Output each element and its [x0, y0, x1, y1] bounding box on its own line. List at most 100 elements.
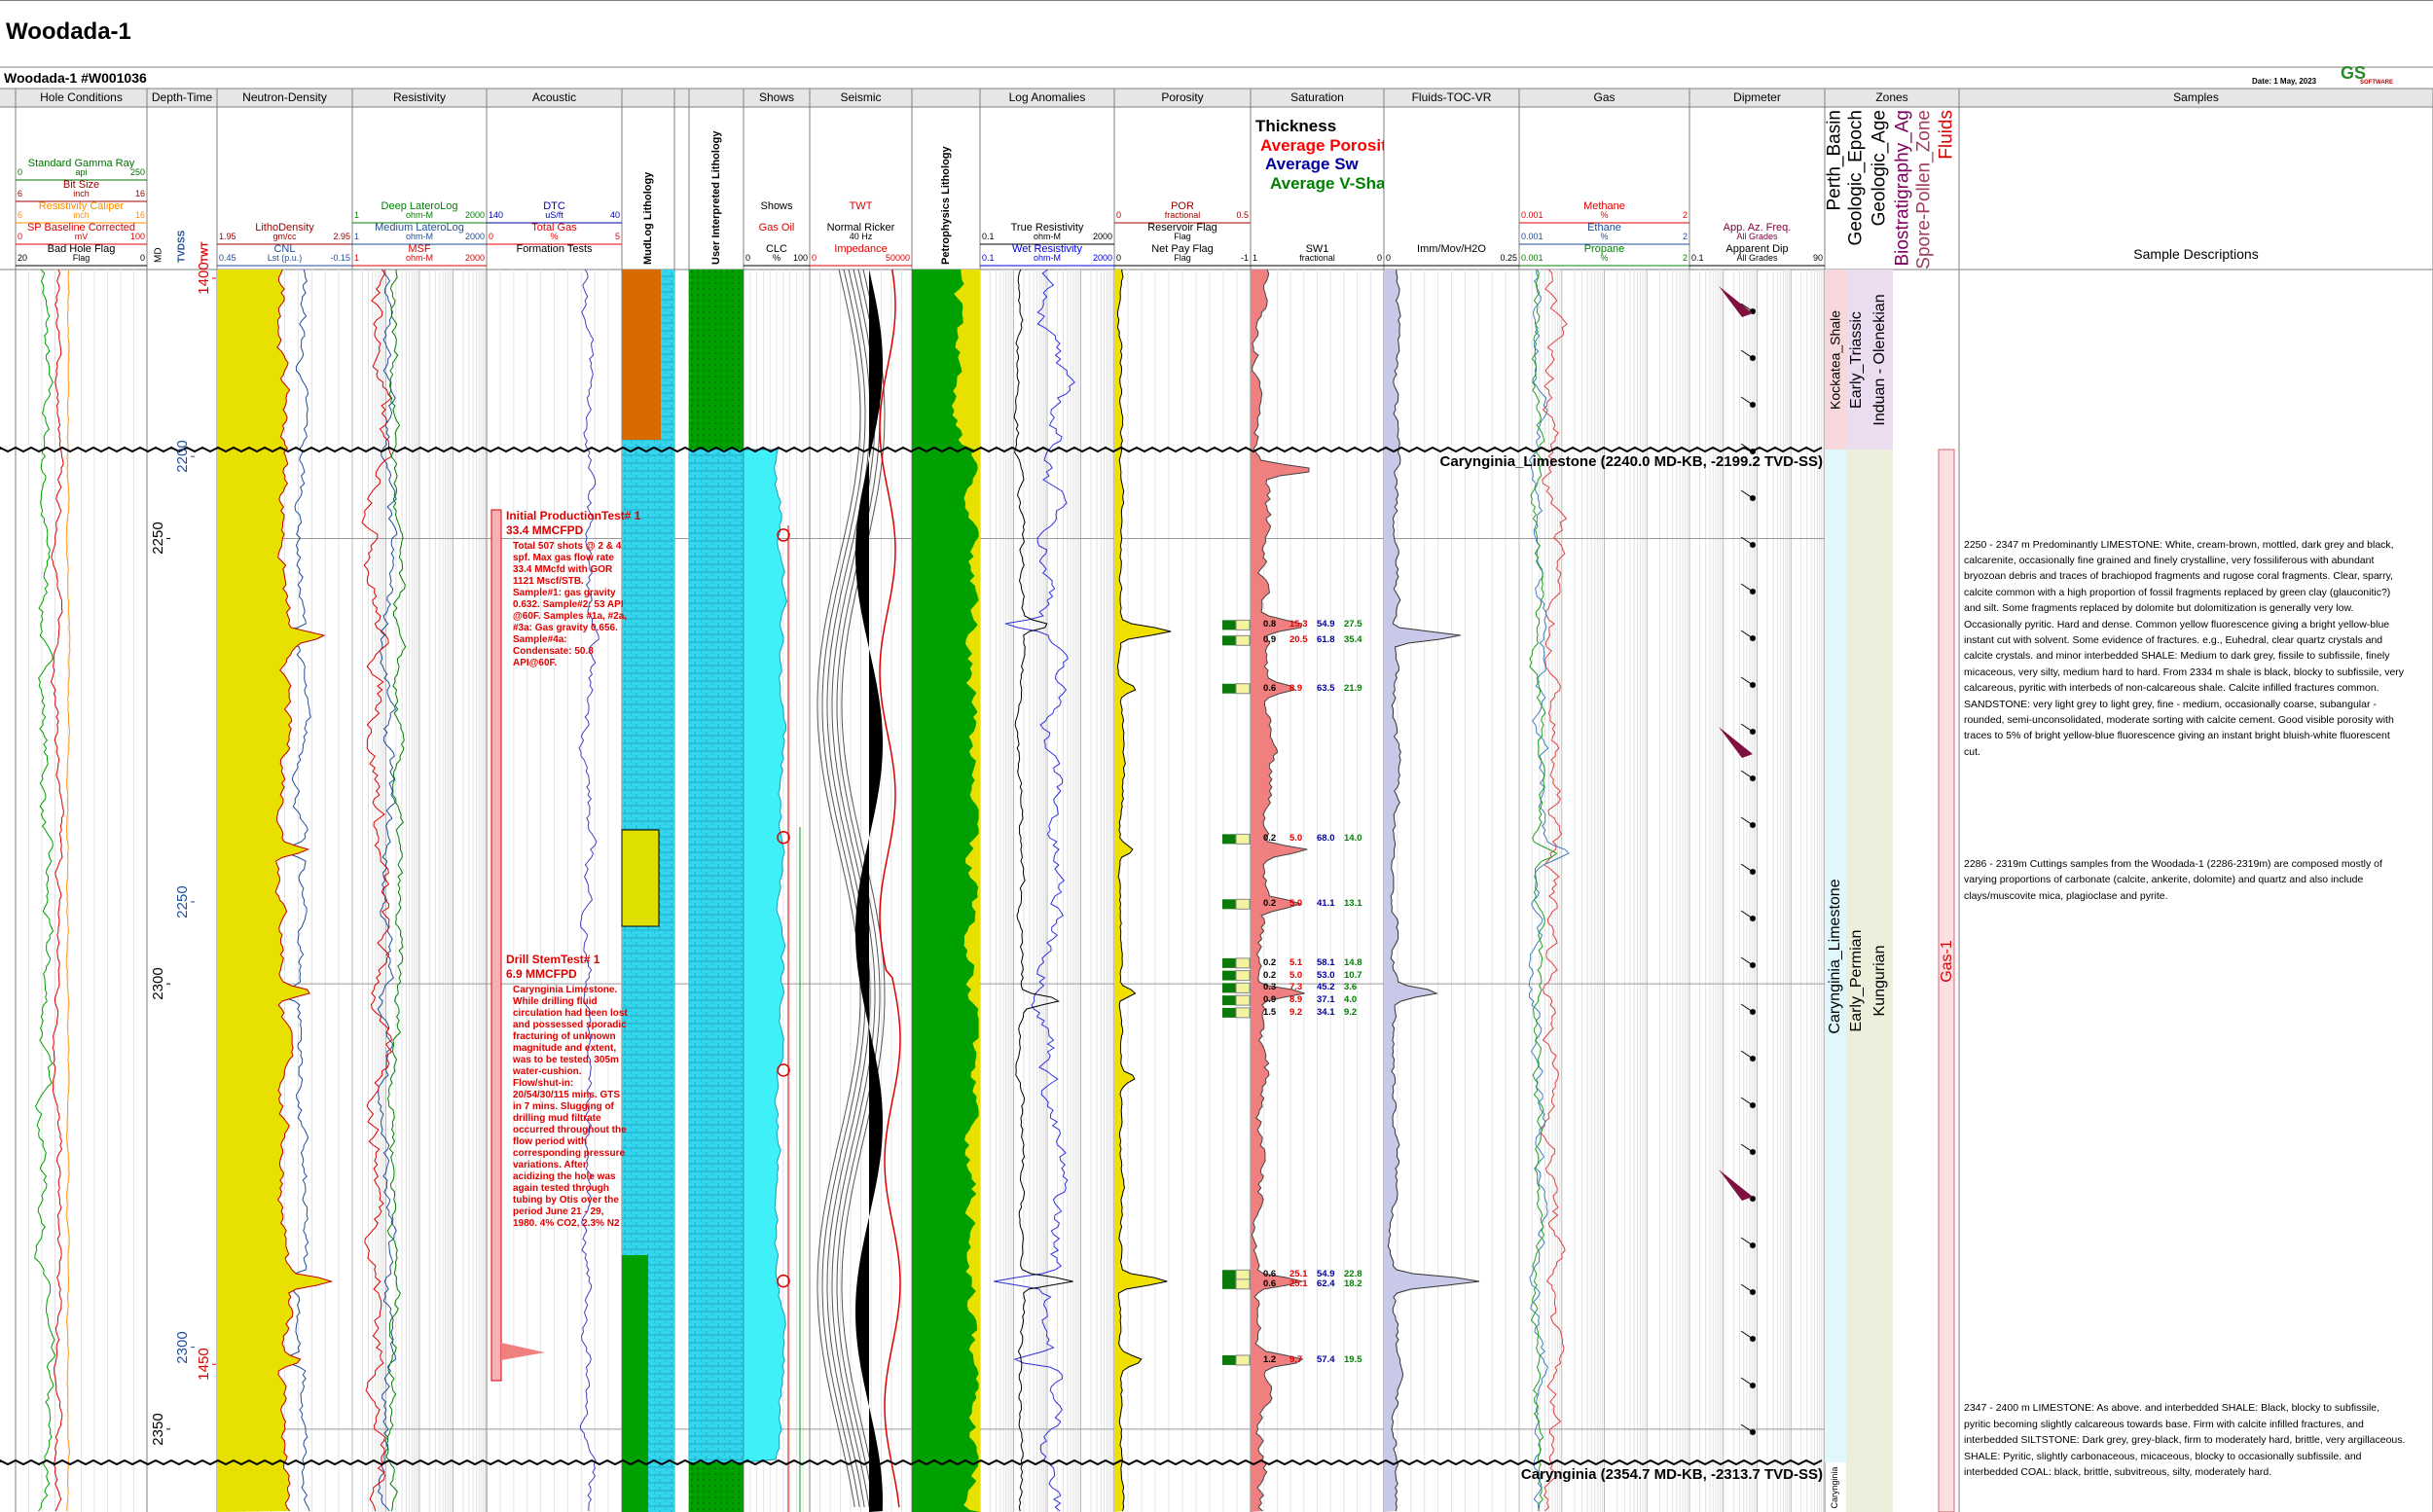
interval-value: 14.0 — [1344, 833, 1362, 845]
curve-max: 50000 — [885, 253, 910, 263]
interval-value: 62.4 — [1317, 1278, 1335, 1289]
curve-max: 5 — [614, 232, 620, 241]
interval-value: 5.1 — [1289, 956, 1303, 968]
interval-value: 35.4 — [1344, 634, 1362, 646]
log-curve — [377, 269, 398, 1512]
log-curve — [1529, 269, 1558, 1512]
net-pay-flag — [1222, 834, 1236, 845]
lithology-fill — [689, 270, 744, 450]
azimuth-rose — [1719, 727, 1753, 758]
track-header: POR fractional 0 0.5 Reservoir Flag Flag Net P… — [1114, 107, 1251, 270]
saturation-legend: Average Sw — [1265, 155, 1359, 173]
log-curve — [361, 269, 393, 1512]
curve-unit: % — [772, 253, 781, 263]
interval-value: 18.2 — [1344, 1278, 1362, 1289]
curve-min: 0 — [18, 167, 23, 177]
track-title: Gas — [1593, 90, 1616, 104]
azimuth-rose — [1719, 286, 1753, 317]
log-curve — [258, 269, 311, 1512]
interval-value: 10.7 — [1344, 969, 1362, 981]
curve-max: -0.15 — [330, 253, 350, 263]
seismic-trace — [841, 269, 886, 1508]
header-row-bg — [0, 89, 2433, 107]
dip-tail — [1740, 1330, 1754, 1340]
test-bar — [490, 509, 502, 1382]
track-header: Methane% 0.001 2 Ethane% 0.001 2 Propane% 0.001… — [1519, 107, 1689, 270]
interval-value: 0.2 — [1263, 898, 1277, 910]
curve-min: 0.001 — [1521, 210, 1543, 220]
lithology-fill — [912, 270, 980, 1512]
zone-cell — [1825, 450, 1846, 1462]
interval-value: 25.1 — [1289, 1278, 1308, 1289]
interval-value: 22.8 — [1344, 1269, 1362, 1280]
curve-unit: Flag — [1174, 253, 1191, 263]
net-pay-flag — [1222, 957, 1236, 968]
zone-cell — [1846, 450, 1893, 1512]
zone-label: Gas-1 — [1939, 940, 1956, 983]
curve-unit: % — [550, 232, 559, 241]
reservoir-flag — [1235, 982, 1251, 993]
page-title: Woodada-1 — [6, 18, 131, 45]
log-curve — [578, 269, 599, 1512]
curve-max: 0 — [1376, 253, 1382, 263]
curve-min: 0 — [1116, 210, 1122, 220]
shows-symbol — [777, 528, 790, 542]
curve-max: 2000 — [1092, 253, 1112, 263]
curve-max: 2 — [1682, 210, 1688, 220]
curve-unit: % — [1600, 253, 1609, 263]
dip-tail — [1740, 1050, 1754, 1060]
curve-min: 0 — [489, 232, 494, 241]
interval-value: 63.5 — [1317, 682, 1335, 694]
interval-value: 68.0 — [1317, 833, 1335, 845]
track-header: SW1 fractional 1 0 Thickness Average Porosity… — [1251, 107, 1384, 270]
curve-min: 6 — [18, 189, 23, 198]
curve-name: Net Pay Flag — [1151, 243, 1214, 255]
zone-column-label: Fluids — [1936, 110, 1957, 160]
curve-name: LithoDensity — [255, 222, 314, 234]
interval-value: 9.2 — [1289, 1006, 1303, 1018]
curve-name: Resistivity Caliper — [38, 200, 125, 212]
dip-tail — [1740, 1097, 1754, 1106]
interval-value: 41.1 — [1317, 898, 1335, 910]
net-pay-flag — [1222, 1278, 1236, 1289]
depth-tick-label: 2200 — [173, 440, 191, 473]
depth-tick-label: 2250 — [149, 522, 166, 556]
sample-description: 2250 - 2347 m Predominantly LIMESTONE: W… — [1964, 538, 2405, 758]
log-curve — [274, 269, 334, 1512]
depth-column-label: MD — [153, 247, 164, 263]
curve-max: 2.95 — [333, 232, 350, 241]
interval-value: 45.2 — [1317, 982, 1335, 993]
zone-column-label: Biostratigraphy_Ag — [1892, 110, 1913, 267]
curve-unit: inch — [73, 210, 90, 220]
interval-value: 0.6 — [1263, 1269, 1277, 1280]
curve-name: Medium LateroLog — [375, 222, 464, 234]
dip-tail — [1740, 816, 1754, 826]
curve-unit: api — [75, 167, 88, 177]
track-header: TWT Normal Ricker 40 Hz Impedance 0 50000 — [810, 107, 912, 270]
track-header: Deep LateroLog ohm-M 1 2000 Medium LateroLog… — [352, 107, 487, 270]
zone-label: Kockatea_Shale — [1827, 309, 1843, 410]
net-pay-flag — [1222, 1270, 1236, 1280]
shows-symbol — [777, 1063, 790, 1077]
curve-name: Bad Hole Flag — [47, 243, 116, 255]
lithology-fill — [621, 829, 660, 927]
curve-max: 2000 — [464, 253, 485, 263]
interval-value: 5.0 — [1289, 969, 1303, 981]
curve-name: App. Az. Freq. — [1723, 222, 1792, 234]
interval-value: 5.0 — [1289, 898, 1303, 910]
interval-value: 13.1 — [1344, 898, 1362, 910]
curve-name: Shows — [760, 200, 793, 212]
interval-value: 54.9 — [1317, 619, 1335, 630]
reservoir-flag — [1235, 833, 1251, 845]
interval-value: 1.2 — [1263, 1353, 1277, 1365]
zone-column-label: Geologic_Epoch — [1845, 110, 1867, 246]
reservoir-flag — [1235, 1007, 1251, 1019]
depth-tick-label: 2300 — [173, 1330, 191, 1364]
curve-name: MSF — [408, 243, 431, 255]
curve-max: -1 — [1240, 253, 1249, 263]
curve-min: 0.1 — [982, 232, 995, 241]
interval-value: 0.2 — [1263, 956, 1277, 968]
dip-tail — [1740, 1237, 1754, 1246]
curve-unit: ohm-M — [405, 232, 434, 241]
log-curve — [65, 269, 71, 1512]
